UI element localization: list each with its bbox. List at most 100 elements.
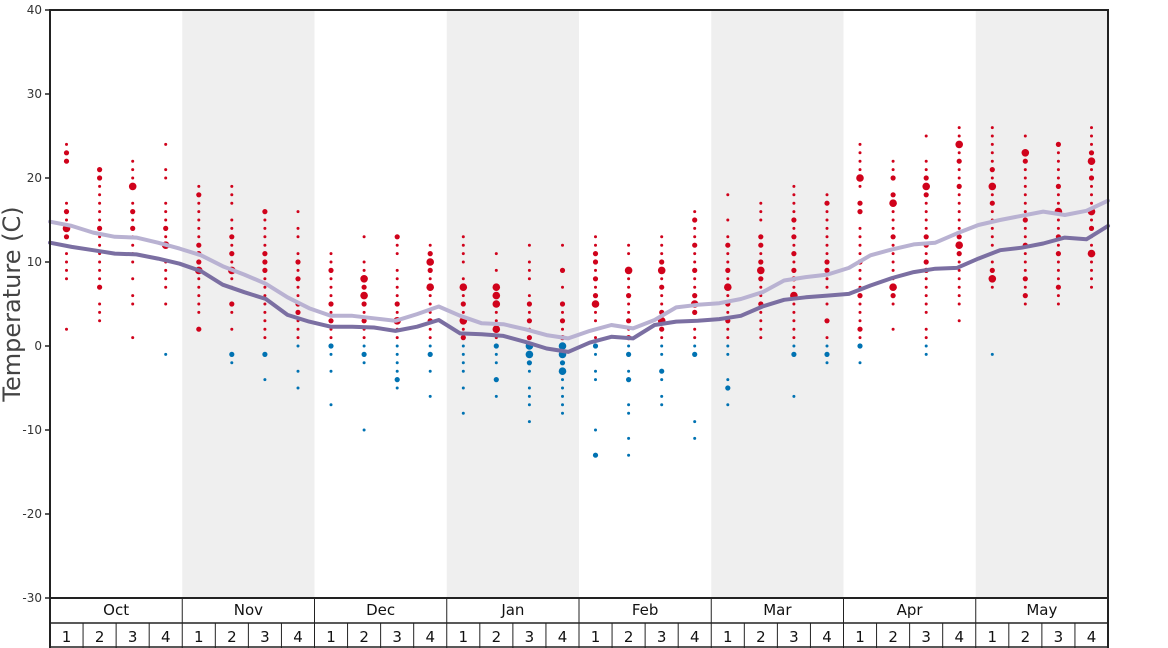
temperature-point — [693, 436, 697, 440]
temperature-point — [65, 252, 68, 256]
temperature-point — [196, 259, 202, 265]
temperature-point — [460, 335, 466, 341]
temperature-point — [461, 235, 465, 239]
temperature-point — [891, 218, 895, 222]
temperature-point — [624, 266, 633, 275]
temperature-point — [461, 252, 465, 256]
temperature-point — [594, 369, 597, 373]
temperature-point — [1056, 260, 1060, 264]
temperature-point — [229, 351, 235, 357]
week-label: 2 — [227, 628, 237, 646]
temperature-point — [857, 326, 863, 332]
temperature-point — [891, 260, 895, 264]
temperature-point — [329, 352, 333, 356]
temperature-point — [990, 243, 994, 247]
temperature-point — [395, 352, 399, 356]
temperature-point — [263, 310, 267, 314]
temperature-point — [527, 403, 531, 407]
temperature-point — [758, 234, 764, 240]
temperature-point — [461, 260, 465, 264]
temperature-point — [428, 302, 432, 306]
temperature-point — [693, 344, 697, 348]
temperature-point — [329, 403, 333, 407]
temperature-point — [759, 310, 763, 314]
temperature-point — [758, 242, 764, 248]
temperature-point — [131, 176, 135, 180]
temperature-point — [1090, 126, 1093, 130]
temperature-point — [230, 327, 234, 331]
temperature-point — [660, 344, 664, 348]
temperature-point — [594, 285, 597, 289]
temperature-point — [990, 235, 994, 239]
temperature-point — [329, 285, 333, 289]
temperature-point — [990, 226, 994, 230]
temperature-point — [858, 168, 862, 172]
week-label: 4 — [293, 628, 303, 646]
temperature-point — [759, 319, 763, 323]
temperature-point — [924, 168, 928, 172]
temperature-point — [164, 176, 168, 180]
temperature-point — [527, 310, 531, 314]
temperature-point — [792, 243, 796, 247]
temperature-point — [660, 243, 664, 247]
week-label: 4 — [822, 628, 832, 646]
temperature-point — [989, 200, 995, 206]
y-tick-label: 10 — [27, 255, 42, 269]
temperature-point — [858, 336, 862, 340]
temperature-point — [262, 351, 268, 357]
temperature-point — [923, 192, 929, 198]
temperature-point — [1056, 277, 1060, 281]
temperature-point — [922, 182, 930, 191]
temperature-point — [990, 176, 994, 180]
temperature-point — [627, 453, 631, 457]
temperature-point — [792, 344, 796, 348]
month-label: Apr — [897, 601, 924, 619]
temperature-point — [263, 336, 267, 340]
temperature-point — [296, 344, 300, 348]
temperature-point — [361, 318, 367, 324]
temperature-point — [957, 176, 961, 180]
temperature-point — [98, 184, 102, 188]
temperature-point — [990, 159, 994, 163]
temperature-point — [693, 327, 697, 331]
temperature-point — [924, 159, 928, 163]
temperature-point — [889, 283, 897, 292]
temperature-point — [825, 361, 829, 365]
x-axis: Oct 1 2 3 4 Nov 1 2 3 4 Dec 1 2 3 4 Jan 1 2 3 4 Feb 1 2 3 4 Mar 1 2… — [49, 598, 1109, 648]
temperature-point — [591, 300, 600, 308]
temperature-point — [1090, 285, 1093, 289]
temperature-point — [461, 294, 465, 298]
temperature-point — [824, 200, 830, 206]
temperature-point — [428, 344, 432, 348]
temperature-point — [759, 210, 763, 214]
temperature-point — [692, 351, 698, 357]
temperature-point — [857, 209, 863, 215]
temperature-point — [1023, 134, 1027, 138]
month-label: Feb — [632, 601, 659, 619]
temperature-point — [527, 268, 531, 272]
temperature-point — [362, 310, 366, 314]
temperature-point — [825, 344, 829, 348]
temperature-point — [527, 260, 531, 264]
temperature-point — [296, 327, 300, 331]
week-label: 1 — [62, 628, 72, 646]
temperature-point — [990, 134, 994, 138]
temperature-point — [296, 294, 300, 298]
temperature-point — [196, 192, 202, 198]
temperature-point — [693, 260, 697, 264]
temperature-point — [988, 275, 997, 283]
temperature-point — [1022, 217, 1028, 223]
temperature-point — [726, 260, 730, 264]
temperature-point — [98, 210, 102, 214]
temperature-point — [164, 277, 168, 281]
temperature-point — [924, 218, 928, 222]
temperature-point — [461, 243, 465, 247]
temperature-point — [957, 302, 961, 306]
temperature-point — [594, 243, 597, 247]
temperature-point — [561, 327, 564, 331]
temperature-point — [923, 259, 929, 265]
temperature-point — [98, 319, 102, 323]
temperature-point — [594, 268, 597, 272]
temperature-point — [660, 235, 664, 239]
temperature-point — [924, 201, 928, 205]
